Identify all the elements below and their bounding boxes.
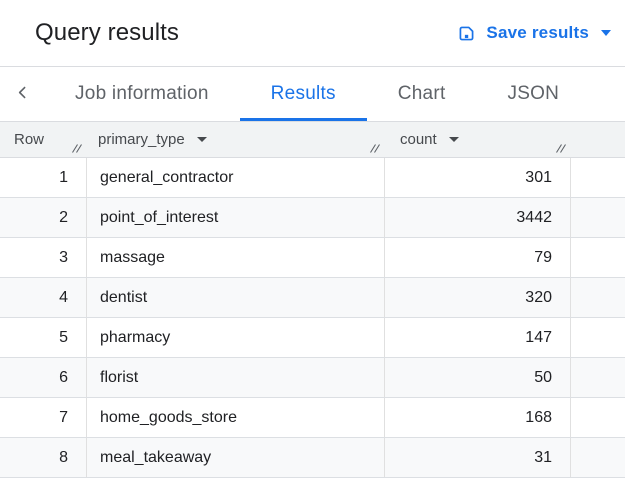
row-number-cell: 8 <box>0 438 87 477</box>
filler-cell <box>571 318 625 357</box>
primary-type-cell[interactable]: dentist <box>87 278 385 317</box>
table-row: 6 florist 50 <box>0 358 625 398</box>
row-number-cell: 7 <box>0 398 87 437</box>
column-resize-handle[interactable] <box>71 141 84 154</box>
count-cell[interactable]: 3442 <box>385 198 571 237</box>
row-number-cell: 3 <box>0 238 87 277</box>
scroll-tabs-left-button[interactable] <box>0 67 44 121</box>
column-header-count-label: count <box>400 131 437 148</box>
table-row: 3 massage 79 <box>0 238 625 278</box>
row-number-cell: 1 <box>0 158 87 197</box>
filler-cell <box>571 358 625 397</box>
table-row: 8 meal_takeaway 31 <box>0 438 625 478</box>
filler-cell <box>571 438 625 477</box>
primary-type-cell[interactable]: home_goods_store <box>87 398 385 437</box>
count-cell[interactable]: 79 <box>385 238 571 277</box>
filler-cell <box>571 398 625 437</box>
table-header: Row primary_type count <box>0 122 625 158</box>
column-header-filler <box>571 122 625 157</box>
primary-type-cell[interactable]: florist <box>87 358 385 397</box>
table-row: 7 home_goods_store 168 <box>0 398 625 438</box>
count-cell[interactable]: 320 <box>385 278 571 317</box>
page-title: Query results <box>35 19 180 46</box>
column-header-row: Row <box>0 122 87 157</box>
filler-cell <box>571 278 625 317</box>
results-tabbar: Job information Results Chart JSON <box>0 66 625 122</box>
count-cell[interactable]: 147 <box>385 318 571 357</box>
tab-json[interactable]: JSON <box>476 67 590 121</box>
page-header: Query results Save results <box>0 0 625 66</box>
save-results-dropdown-caret-icon <box>601 30 611 36</box>
tab-results[interactable]: Results <box>239 67 367 121</box>
row-number-cell: 6 <box>0 358 87 397</box>
chevron-left-icon <box>14 84 31 104</box>
count-cell[interactable]: 168 <box>385 398 571 437</box>
tab-chart[interactable]: Chart <box>367 67 477 121</box>
count-cell[interactable]: 31 <box>385 438 571 477</box>
table-row: 5 pharmacy 147 <box>0 318 625 358</box>
table-row: 4 dentist 320 <box>0 278 625 318</box>
column-menu-caret-icon[interactable] <box>196 137 207 142</box>
primary-type-cell[interactable]: point_of_interest <box>87 198 385 237</box>
count-cell[interactable]: 301 <box>385 158 571 197</box>
column-resize-handle[interactable] <box>369 141 382 154</box>
save-results-button[interactable]: Save results <box>457 23 611 43</box>
column-resize-handle[interactable] <box>555 141 568 154</box>
row-number-cell: 5 <box>0 318 87 357</box>
column-header-count[interactable]: count <box>385 122 571 157</box>
primary-type-cell[interactable]: meal_takeaway <box>87 438 385 477</box>
column-header-primary-type[interactable]: primary_type <box>87 122 385 157</box>
save-results-label: Save results <box>486 23 589 42</box>
table-row: 2 point_of_interest 3442 <box>0 198 625 238</box>
column-header-row-label: Row <box>14 131 45 148</box>
row-number-cell: 2 <box>0 198 87 237</box>
primary-type-cell[interactable]: general_contractor <box>87 158 385 197</box>
table-row: 1 general_contractor 301 <box>0 158 625 198</box>
primary-type-cell[interactable]: pharmacy <box>87 318 385 357</box>
tab-job-information[interactable]: Job information <box>44 67 240 121</box>
primary-type-cell[interactable]: massage <box>87 238 385 277</box>
filler-cell <box>571 158 625 197</box>
save-icon <box>457 24 476 43</box>
column-header-primary-type-label: primary_type <box>98 131 185 148</box>
filler-cell <box>571 238 625 277</box>
filler-cell <box>571 198 625 237</box>
row-number-cell: 4 <box>0 278 87 317</box>
table-body: 1 general_contractor 301 2 point_of_inte… <box>0 158 625 478</box>
count-cell[interactable]: 50 <box>385 358 571 397</box>
column-menu-caret-icon[interactable] <box>448 137 459 142</box>
